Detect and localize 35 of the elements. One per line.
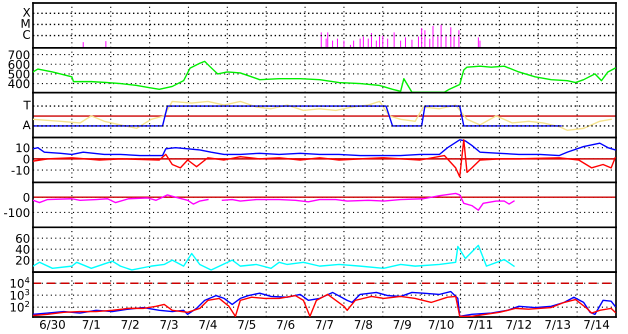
x-tick-label: 7/3 [160,320,178,330]
y-tick-label: -100 [4,208,30,218]
y-tick-label: -10 [12,166,30,175]
x-tick-label: 7/13 [545,320,570,330]
x-tick-label: 7/7 [316,320,333,330]
y-tick-label: 10$^{2}$ [10,300,30,312]
x-tick-label: 7/14 [584,320,610,330]
y-tick-label: 20 [16,256,30,265]
x-tick-label: 7/6 [277,320,294,330]
x-tick-label: 7/2 [122,320,138,330]
ref-line-label: T [23,100,31,110]
y-tick-label: 60 [16,234,30,243]
y-tick-label: 10$^{4}$ [10,277,30,288]
x-tick-label: 7/11 [468,320,492,330]
y-tick-label: 400 [8,79,30,88]
ref-line-label: M [22,19,30,28]
ref-line-label: C [23,30,30,40]
y-tick-label: 600 [8,60,30,69]
y-tick-label: 700 [8,50,30,60]
ref-line-label: A [22,120,31,130]
y-tick-label: 0 [23,192,30,202]
x-tick-label: 7/12 [506,320,531,330]
x-tick-label: 7/1 [82,320,100,330]
y-tick-label: 10$^{3}$ [10,288,30,300]
x-tick-label: 7/8 [354,320,372,330]
ref-line-label: X [22,8,30,17]
x-tick-label: 7/9 [394,320,411,330]
x-tick-label: 7/4 [199,320,217,330]
x-tick-label: 7/10 [428,320,454,330]
x-tick-label: 6/30 [40,320,65,330]
y-tick-label: 500 [8,70,30,79]
y-tick-label: 40 [16,244,30,254]
y-tick-label: 10 [16,143,30,152]
x-tick-label: 7/5 [238,320,256,330]
y-tick-label: 0 [23,154,30,164]
